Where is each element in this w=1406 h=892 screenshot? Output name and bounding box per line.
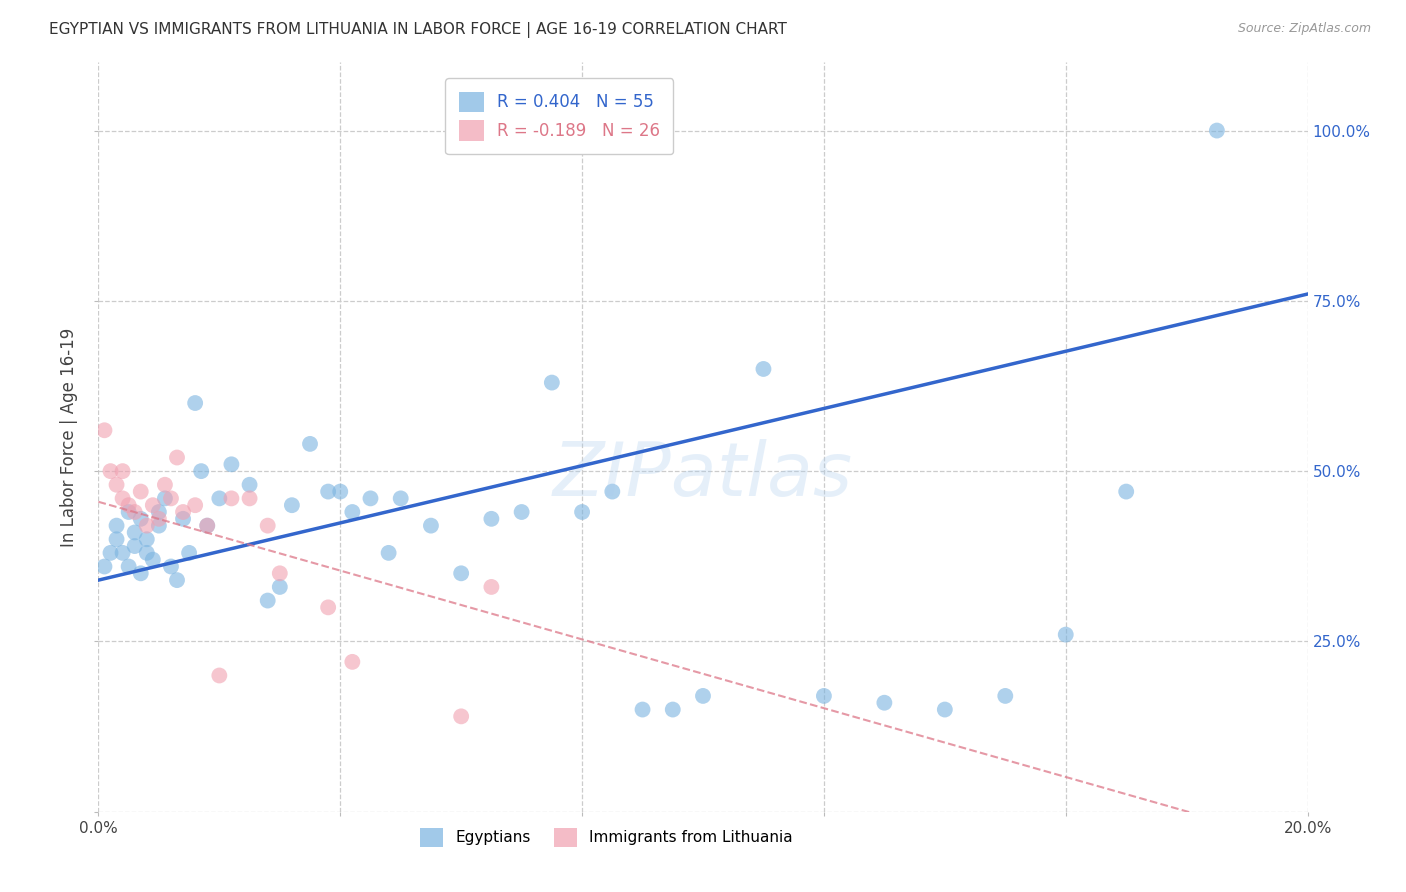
Legend: Egyptians, Immigrants from Lithuania: Egyptians, Immigrants from Lithuania xyxy=(413,822,799,853)
Point xyxy=(239,491,262,506)
Point xyxy=(142,498,165,512)
Point xyxy=(342,655,364,669)
Point xyxy=(135,518,157,533)
Point xyxy=(184,498,207,512)
Text: Source: ZipAtlas.com: Source: ZipAtlas.com xyxy=(1237,22,1371,36)
Point xyxy=(135,533,157,547)
Point xyxy=(1206,123,1229,137)
Point xyxy=(105,477,128,491)
Point xyxy=(256,518,278,533)
Point xyxy=(148,518,170,533)
Point xyxy=(118,559,141,574)
Point xyxy=(873,696,896,710)
Point xyxy=(934,702,956,716)
Point xyxy=(142,552,165,566)
Point xyxy=(316,600,339,615)
Point xyxy=(124,539,146,553)
Point xyxy=(93,423,115,437)
Point xyxy=(105,518,128,533)
Point xyxy=(160,559,183,574)
Point xyxy=(160,491,183,506)
Point xyxy=(172,512,194,526)
Point xyxy=(360,491,382,506)
Point xyxy=(184,396,207,410)
Point xyxy=(377,546,399,560)
Point xyxy=(389,491,412,506)
Point xyxy=(299,437,322,451)
Point xyxy=(111,464,134,478)
Point xyxy=(602,484,624,499)
Point xyxy=(420,518,443,533)
Point xyxy=(129,484,152,499)
Y-axis label: In Labor Force | Age 16-19: In Labor Force | Age 16-19 xyxy=(60,327,79,547)
Point xyxy=(129,512,152,526)
Point xyxy=(100,546,122,560)
Point xyxy=(481,512,503,526)
Point xyxy=(269,580,291,594)
Point xyxy=(190,464,212,478)
Point xyxy=(342,505,364,519)
Point xyxy=(661,702,683,716)
Text: ZIPatlas: ZIPatlas xyxy=(553,439,853,510)
Point xyxy=(281,498,304,512)
Point xyxy=(148,505,170,519)
Point xyxy=(135,546,157,560)
Point xyxy=(195,518,218,533)
Point xyxy=(179,546,201,560)
Point xyxy=(329,484,352,499)
Point xyxy=(269,566,291,581)
Point xyxy=(813,689,835,703)
Point xyxy=(994,689,1017,703)
Point xyxy=(153,477,176,491)
Point xyxy=(256,593,278,607)
Point xyxy=(510,505,533,519)
Point xyxy=(450,709,472,723)
Point xyxy=(118,505,141,519)
Point xyxy=(239,477,262,491)
Point xyxy=(153,491,176,506)
Point xyxy=(124,505,146,519)
Point xyxy=(481,580,503,594)
Point xyxy=(316,484,339,499)
Point xyxy=(208,491,231,506)
Point xyxy=(631,702,654,716)
Point xyxy=(1054,627,1077,641)
Point xyxy=(93,559,115,574)
Point xyxy=(1115,484,1137,499)
Point xyxy=(100,464,122,478)
Point xyxy=(166,573,188,587)
Point xyxy=(195,518,218,533)
Text: EGYPTIAN VS IMMIGRANTS FROM LITHUANIA IN LABOR FORCE | AGE 16-19 CORRELATION CHA: EGYPTIAN VS IMMIGRANTS FROM LITHUANIA IN… xyxy=(49,22,787,38)
Point xyxy=(221,458,243,472)
Point xyxy=(124,525,146,540)
Point xyxy=(129,566,152,581)
Point xyxy=(692,689,714,703)
Point xyxy=(148,512,170,526)
Point xyxy=(221,491,243,506)
Point xyxy=(111,491,134,506)
Point xyxy=(450,566,472,581)
Point xyxy=(540,376,562,390)
Point xyxy=(111,546,134,560)
Point xyxy=(166,450,188,465)
Point xyxy=(208,668,231,682)
Point xyxy=(571,505,593,519)
Point xyxy=(752,362,775,376)
Point xyxy=(118,498,141,512)
Point xyxy=(105,533,128,547)
Point xyxy=(172,505,194,519)
